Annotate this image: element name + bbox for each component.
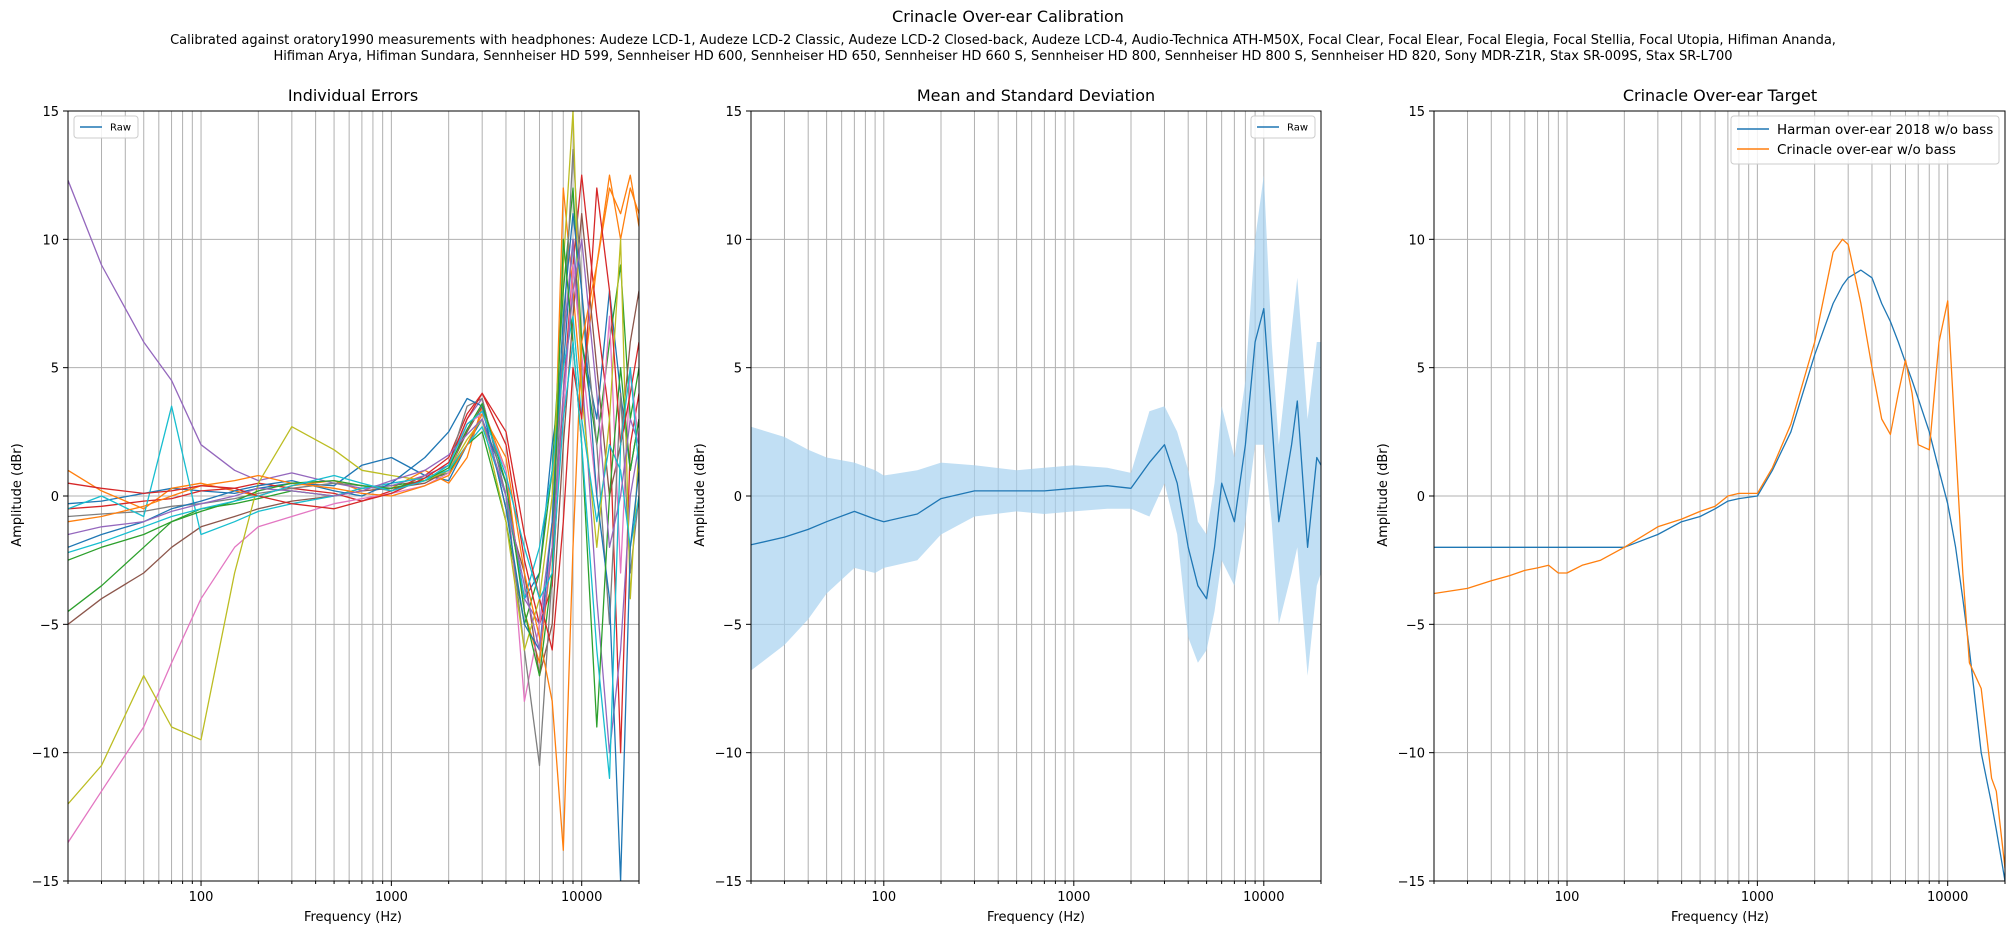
ticks: 100 1000 10000 15 10 5 0 −5 −10 −15	[32, 105, 640, 905]
y-axis-label: Amplitude (dBr)	[10, 443, 25, 546]
panel-individual-errors: Individual Errors Frequency (Hz) Amplitu…	[10, 86, 640, 925]
series-line	[68, 111, 639, 805]
x-axis-label: Frequency (Hz)	[1671, 910, 1769, 925]
y-tick-label: 5	[734, 362, 742, 377]
y-tick-label: −10	[32, 747, 59, 762]
figure-subtitle-line2: Hifiman Arya, Hifiman Sundara, Sennheise…	[273, 49, 1732, 64]
x-tick-label: 10000	[561, 890, 602, 905]
y-tick-label: −10	[715, 747, 742, 762]
y-tick-label: −15	[1398, 875, 1425, 890]
series-line	[751, 307, 1321, 600]
x-tick-label: 100	[189, 890, 214, 905]
series-line	[68, 187, 639, 651]
series-line	[1434, 269, 2005, 881]
legend-label: Raw	[110, 123, 131, 134]
plot-area	[1434, 238, 2005, 881]
y-tick-label: −5	[40, 618, 59, 633]
y-tick-label: 0	[51, 490, 59, 505]
y-tick-label: −15	[715, 875, 742, 890]
std-band	[751, 175, 1321, 676]
series-line	[68, 341, 639, 779]
figure-subtitle-line1: Calibrated against oratory1990 measureme…	[170, 33, 1836, 48]
y-tick-label: 5	[1417, 362, 1425, 377]
y-tick-label: −5	[723, 618, 742, 633]
x-tick-label: 1000	[1741, 890, 1774, 905]
y-tick-label: 15	[725, 105, 742, 120]
legend-label: Crinacle over-ear w/o bass	[1777, 142, 1956, 158]
series-line	[68, 238, 639, 728]
series-line	[68, 213, 639, 677]
y-tick-label: −10	[1398, 747, 1425, 762]
panel-title: Crinacle Over-ear Target	[1623, 86, 1817, 105]
x-tick-label: 1000	[1057, 890, 1090, 905]
y-tick-label: −15	[32, 875, 59, 890]
y-axis-label: Amplitude (dBr)	[693, 443, 708, 546]
y-tick-label: 5	[51, 362, 59, 377]
legend-box	[1250, 115, 1316, 139]
panel-mean-std: Mean and Standard Deviation Frequency (H…	[693, 86, 1322, 925]
y-tick-label: 0	[1417, 490, 1425, 505]
x-tick-label: 100	[1555, 890, 1580, 905]
ticks: 100 1000 10000 15 10 5 0 −5 −10 −15	[1398, 105, 2006, 905]
panel-target: Crinacle Over-ear Target Frequency (Hz) …	[1376, 86, 2006, 925]
legend-label: Harman over-ear 2018 w/o bass	[1777, 122, 1993, 138]
x-tick-label: 1000	[375, 890, 408, 905]
plot-area	[751, 175, 1321, 676]
legend-box	[1730, 115, 2000, 165]
y-tick-label: −5	[1406, 618, 1425, 633]
x-axis-label: Frequency (Hz)	[987, 910, 1085, 925]
series-line	[68, 174, 639, 851]
y-tick-label: 10	[1408, 233, 1425, 248]
grid	[1433, 110, 2006, 882]
series-line	[68, 213, 639, 881]
legend: Harman over-ear 2018 w/o bass Crinacle ov…	[1730, 115, 2000, 165]
y-tick-label: 10	[725, 233, 742, 248]
y-tick-label: 15	[1408, 105, 1425, 120]
ticks: 100 1000 10000 15 10 5 0 −5 −10 −15	[715, 105, 1322, 905]
series-line	[68, 238, 639, 651]
x-tick-label: 10000	[1927, 890, 1968, 905]
y-axis-label: Amplitude (dBr)	[1376, 443, 1391, 546]
y-tick-label: 15	[42, 105, 59, 120]
x-axis-label: Frequency (Hz)	[304, 910, 402, 925]
legend: Raw	[1250, 115, 1316, 139]
x-tick-label: 10000	[1243, 890, 1284, 905]
x-tick-label: 100	[871, 890, 896, 905]
series-line	[1434, 238, 2005, 869]
panel-title: Mean and Standard Deviation	[917, 86, 1155, 105]
figure-title: Crinacle Over-ear Calibration	[892, 7, 1124, 26]
legend: Raw	[73, 115, 139, 139]
legend-label: Raw	[1287, 123, 1308, 134]
legend-box	[73, 115, 139, 139]
series-line	[68, 148, 639, 767]
y-tick-label: 0	[734, 490, 742, 505]
panel-title: Individual Errors	[288, 86, 418, 105]
y-tick-label: 10	[42, 233, 59, 248]
series-line	[68, 174, 639, 664]
plot-area	[68, 111, 639, 881]
